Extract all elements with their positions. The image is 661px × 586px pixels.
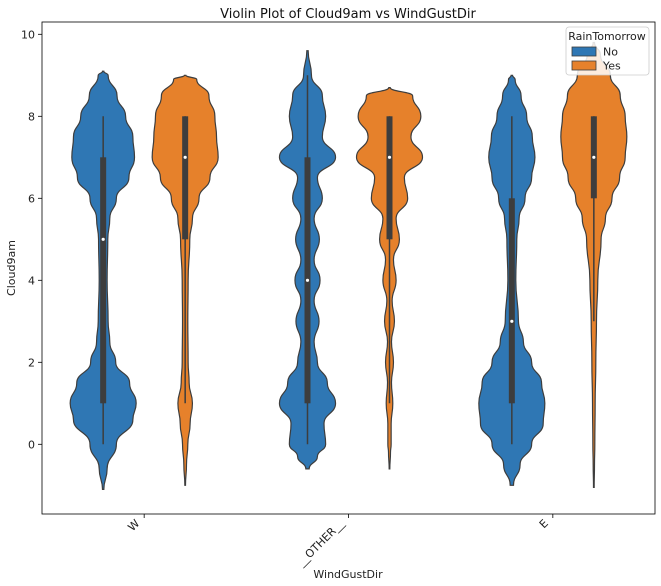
violin-median (183, 155, 187, 159)
y-tick-label: 8 (28, 110, 35, 123)
chart-title: Violin Plot of Cloud9am vs WindGustDir (220, 7, 476, 22)
x-tick-label: __OTHER__ (294, 517, 347, 570)
plot-frame (41, 21, 656, 515)
legend-swatch (571, 60, 597, 71)
y-tick-label: 4 (28, 274, 35, 287)
y-tick-label: 10 (21, 28, 35, 41)
violin-iqr-box (386, 116, 393, 240)
violin-iqr-box (182, 116, 189, 240)
violin-iqr-box (508, 198, 515, 404)
y-tick-label: 0 (28, 438, 35, 451)
x-axis-label: WindGustDir (313, 568, 383, 581)
violin-median (592, 155, 596, 159)
legend-entry-label: Yes (602, 60, 621, 73)
plot-area: 0 2 4 6 8 10 W __OTHER__ E (21, 21, 656, 570)
violin-median (305, 278, 310, 282)
y-axis-label: Cloud9am (5, 240, 18, 296)
y-tick-label: 6 (28, 192, 35, 205)
violin-median (101, 237, 105, 241)
violin-median (510, 319, 514, 323)
legend-title: RainTomorrow (568, 30, 646, 43)
x-tick-label: E (537, 517, 551, 531)
y-tick-label: 2 (28, 356, 35, 369)
legend-entry-label: No (603, 46, 618, 59)
violin-median (387, 155, 392, 159)
legend-swatch (571, 46, 597, 57)
violin-iqr-box (100, 157, 107, 404)
x-tick-label: W (125, 517, 142, 534)
